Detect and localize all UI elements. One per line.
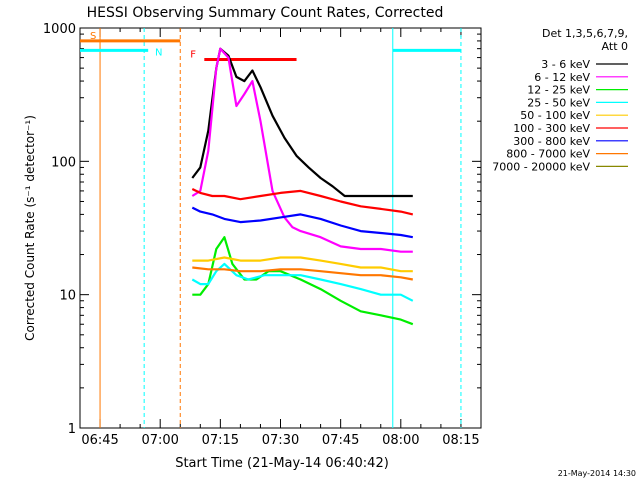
series-line [191,47,413,198]
legend-entry-label: 6 - 12 keV [534,71,590,84]
series-line [192,256,413,273]
x-tick-label: 08:15 [442,433,479,448]
series-line [192,236,414,326]
x-tick-label: 08:00 [382,433,419,448]
footer-timestamp: 21-May-2014 14:30 [558,469,636,478]
y-axis-label: Corrected Count Rate (s⁻¹ detector⁻¹) [23,115,37,341]
series-line [191,262,414,302]
x-tick-label: 07:00 [141,433,178,448]
legend-entry-label: 800 - 7000 keV [506,148,590,161]
y-tick-label: 1 [68,422,76,437]
state-bar-label: N [155,47,162,58]
plot-area: 1 10 100 1000 06:45 07:00 07:15 07:30 07:45 08:00… [43,22,482,448]
legend-entry-label: 3 - 6 keV [541,58,590,71]
legend-entry-label: 300 - 800 keV [513,135,590,148]
series-line [191,206,413,239]
x-tick-label: 07:15 [202,433,239,448]
series-line [192,266,413,281]
legend-header-line2: Att 0 [602,40,628,53]
x-axis-label: Start Time (21-May-14 06:40:42) [175,456,389,471]
series-line [191,188,414,216]
y-tick-label: 100 [51,155,76,170]
x-tick-label: 06:45 [81,433,118,448]
chart-title: HESSI Observing Summary Count Rates, Cor… [87,5,444,21]
legend-header-line1: Det 1,3,5,6,7,9, [542,27,628,40]
y-tick-label: 10 [59,289,76,304]
legend-entry-label: 12 - 25 keV [527,84,590,97]
plot-frame [79,27,482,429]
state-bar-label: F [190,50,196,61]
y-tick-label: 1000 [43,22,76,37]
legend-entry-label: 100 - 300 keV [513,122,590,135]
x-tick-label: 07:45 [322,433,359,448]
legend-entry-label: 25 - 50 keV [527,96,590,109]
legend-entry-label: 7000 - 20000 keV [492,160,590,173]
series-line [191,47,413,253]
state-bar-label: S [90,31,96,42]
x-tick-label: 07:30 [262,433,299,448]
legend-entry-label: 50 - 100 keV [520,109,590,122]
